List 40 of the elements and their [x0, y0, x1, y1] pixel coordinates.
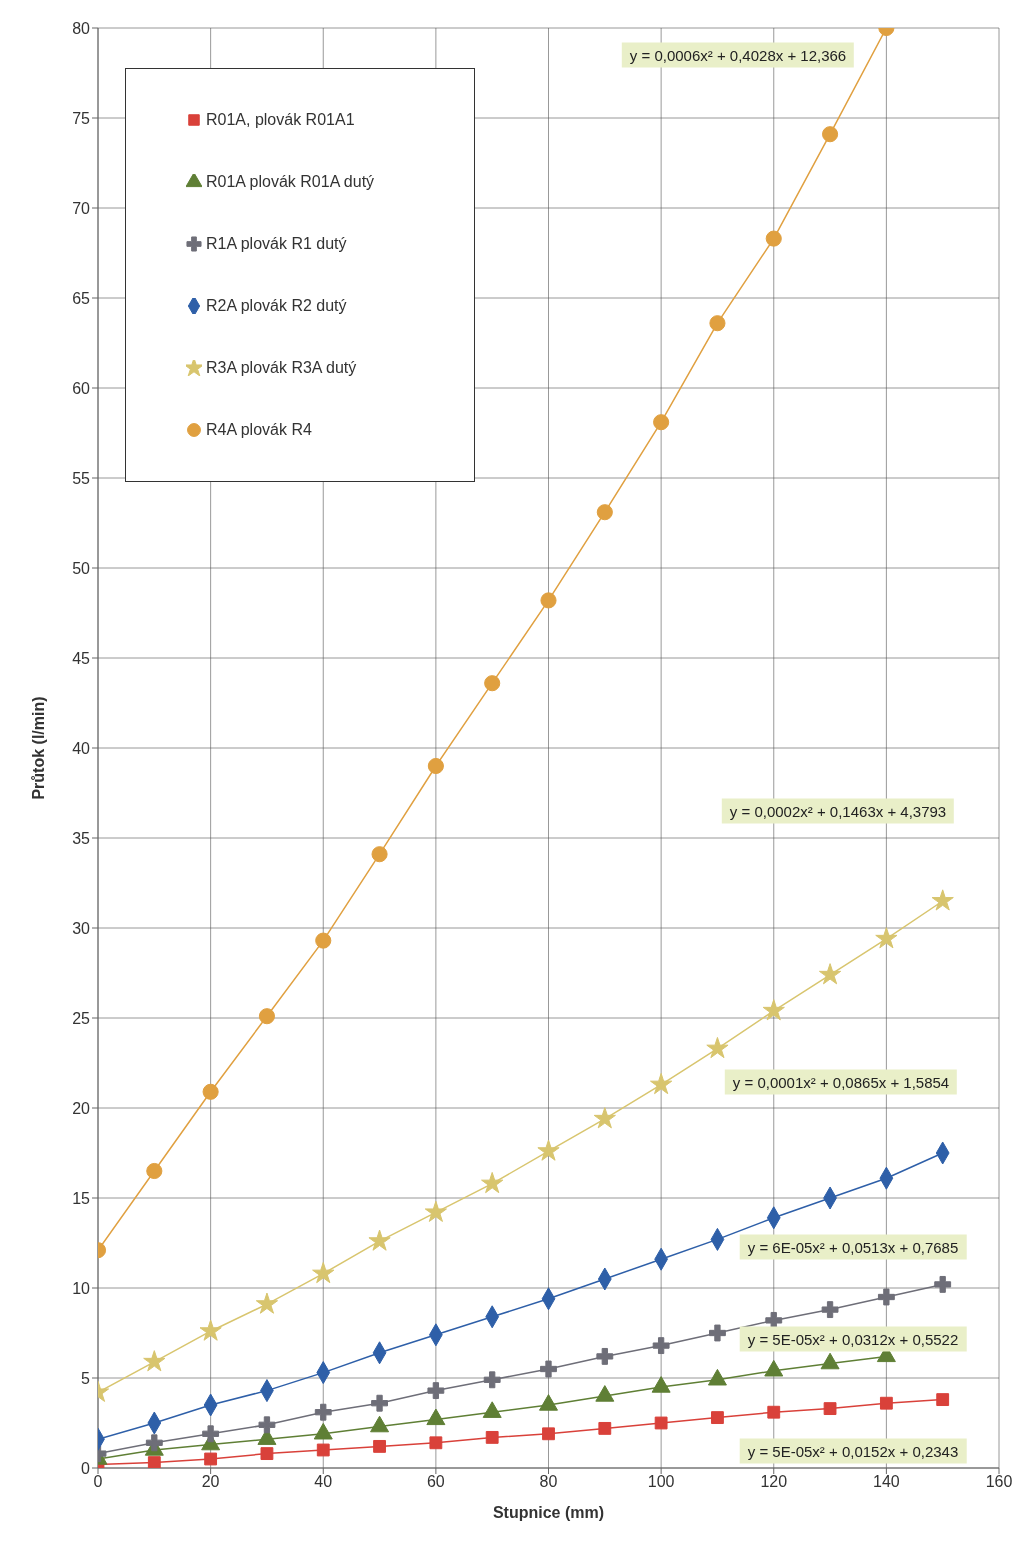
y-tick-label: 80 — [72, 19, 91, 37]
y-tick-label: 55 — [72, 469, 91, 487]
y-tick-label: 0 — [81, 1459, 91, 1477]
legend-label: R1A plovák R1 dutý — [206, 235, 347, 253]
y-axis-title: Průtok (l/min) — [29, 696, 47, 800]
legend-label: R01A, plovák R01A1 — [206, 111, 355, 129]
x-tick-label: 80 — [539, 1473, 558, 1491]
y-tick-label: 35 — [72, 829, 91, 847]
y-tick-label: 75 — [72, 109, 91, 127]
y-tick-label: 60 — [72, 379, 91, 397]
legend-label: R01A plovák R01A dutý — [206, 173, 375, 191]
x-tick-label: 0 — [93, 1473, 103, 1491]
annotation: y = 5E-05x² + 0,0152x + 0,2343 — [739, 1438, 967, 1464]
y-tick-label: 40 — [72, 739, 91, 757]
y-tick-label: 10 — [72, 1279, 91, 1297]
x-tick-label: 160 — [985, 1473, 1013, 1491]
x-tick-label: 40 — [314, 1473, 333, 1491]
legend-label: R2A plovák R2 dutý — [206, 297, 347, 315]
y-tick-label: 50 — [72, 559, 91, 577]
x-tick-label: 20 — [201, 1473, 220, 1491]
legend-label: R3A plovák R3A dutý — [206, 359, 357, 377]
y-tick-label: 70 — [72, 199, 91, 217]
legend-label: R4A plovák R4 — [206, 421, 312, 439]
annotation: y = 5E-05x² + 0,0312x + 0,5522 — [739, 1326, 967, 1352]
x-tick-label: 120 — [760, 1473, 788, 1491]
x-tick-label: 100 — [647, 1473, 675, 1491]
y-tick-label: 45 — [72, 649, 91, 667]
y-tick-label: 15 — [72, 1189, 91, 1207]
y-tick-label: 65 — [72, 289, 91, 307]
y-tick-label: 5 — [81, 1369, 91, 1387]
annotation: y = 0,0006x² + 0,4028x + 12,366 — [621, 42, 855, 68]
y-tick-label: 25 — [72, 1009, 91, 1027]
annotation: y = 6E-05x² + 0,0513x + 0,7685 — [739, 1234, 967, 1260]
annotation: y = 0,0002x² + 0,1463x + 4,3793 — [721, 798, 955, 824]
x-tick-label: 60 — [426, 1473, 445, 1491]
x-tick-label: 140 — [873, 1473, 900, 1491]
annotation: y = 0,0001x² + 0,0865x + 1,5854 — [724, 1069, 958, 1095]
y-tick-label: 20 — [72, 1099, 91, 1117]
y-tick-label: 30 — [72, 919, 91, 937]
x-axis-title: Stupnice (mm) — [492, 1504, 605, 1521]
